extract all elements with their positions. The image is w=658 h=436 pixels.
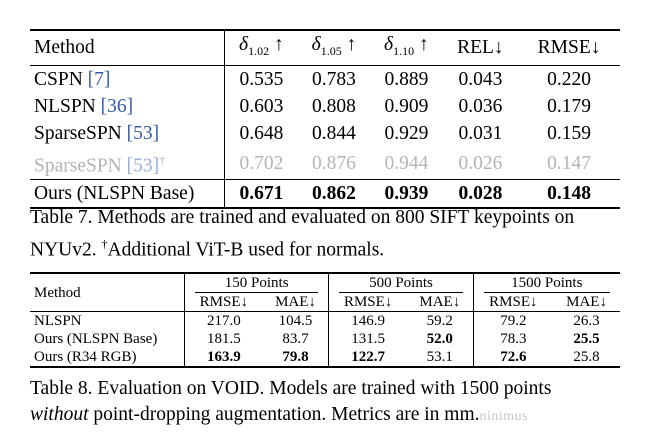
method-cell: NLSPN bbox=[34, 313, 82, 329]
table-7-caption: Table 7. Methods are trained and evaluat… bbox=[30, 207, 575, 261]
value-cell: 0.844 bbox=[312, 122, 356, 144]
value-cell: 0.876 bbox=[312, 152, 356, 174]
value-cell: 146.9 bbox=[328, 311, 407, 330]
delta-1-05-header: δ1.05 ↑ bbox=[311, 34, 357, 58]
mae-header: MAE↓ bbox=[275, 294, 316, 310]
value-cell: 25.5 bbox=[573, 331, 600, 347]
value-cell: 181.5 bbox=[183, 330, 263, 348]
value-cell: 0.026 bbox=[458, 152, 503, 174]
value-cell: 83.7 bbox=[282, 331, 309, 347]
value-cell: 0.808 bbox=[312, 95, 356, 117]
value-cell: 25.8 bbox=[573, 349, 600, 365]
table-8-subheader-row: RMSE↓ MAE↓ RMSE↓ MAE↓ RMSE↓ MAE↓ bbox=[30, 293, 620, 312]
value-cell: 52.0 bbox=[426, 331, 453, 347]
rel-header: REL↓ bbox=[457, 37, 504, 59]
table-8: Method 150 Points 500 Points 1500 Points… bbox=[30, 272, 620, 368]
table-row: CSPN [7] 0.535 0.783 0.889 0.043 0.220 bbox=[30, 65, 620, 93]
table-row: Ours (R34 RGB) 163.9 79.8 122.7 53.1 72.… bbox=[30, 348, 620, 367]
value-cell: 72.6 bbox=[472, 348, 554, 367]
group-500-header: 500 Points bbox=[328, 273, 474, 293]
method-cell: SparseSPN [53] bbox=[30, 119, 225, 147]
value-cell: 0.702 bbox=[239, 152, 284, 174]
table-7: Method δ1.02 ↑ δ1.05 ↑ δ1.10 ↑ REL↓ RMSE… bbox=[30, 29, 620, 209]
delta-1-02-header: δ1.02 ↑ bbox=[239, 34, 284, 58]
table-7-header-row: Method δ1.02 ↑ δ1.05 ↑ δ1.10 ↑ REL↓ RMSE… bbox=[30, 30, 620, 66]
value-cell: 0.603 bbox=[239, 95, 284, 117]
group-1500-header: 1500 Points bbox=[472, 273, 620, 293]
value-cell: 0.648 bbox=[239, 122, 284, 144]
table-8-group-row: Method 150 Points 500 Points 1500 Points bbox=[30, 273, 620, 301]
value-cell: 26.3 bbox=[573, 313, 600, 329]
value-cell: 79.2 bbox=[472, 311, 554, 330]
value-cell: 0.179 bbox=[547, 95, 591, 117]
table-row: Ours (NLSPN Base) 181.5 83.7 131.5 52.0 … bbox=[30, 330, 620, 348]
value-cell: 0.889 bbox=[384, 68, 429, 90]
table-row: NLSPN [36] 0.603 0.808 0.909 0.036 0.179 bbox=[30, 92, 620, 120]
value-cell: 0.220 bbox=[547, 68, 591, 90]
value-cell: 0.944 bbox=[384, 152, 429, 174]
value-cell: 0.147 bbox=[547, 152, 591, 174]
value-cell: 0.028 bbox=[458, 183, 503, 205]
rmse-header: RMSE↓ bbox=[328, 293, 407, 312]
value-cell: 0.671 bbox=[239, 183, 284, 205]
value-cell: 79.8 bbox=[282, 349, 309, 365]
value-cell: 0.783 bbox=[312, 68, 356, 90]
method-cell: CSPN [7] bbox=[30, 65, 225, 93]
watermark: ninimus bbox=[479, 409, 529, 424]
group-150-header: 150 Points bbox=[183, 273, 329, 293]
table-8-caption: Table 8. Evaluation on VOID. Models are … bbox=[30, 378, 552, 425]
value-cell: 0.535 bbox=[239, 68, 284, 90]
value-cell: 0.148 bbox=[547, 183, 591, 205]
mae-header: MAE↓ bbox=[419, 294, 461, 310]
value-cell: 0.043 bbox=[458, 68, 503, 90]
method-header: Method bbox=[30, 30, 225, 66]
value-cell: 0.939 bbox=[384, 183, 429, 205]
value-cell: 217.0 bbox=[183, 311, 263, 330]
rmse-header: RMSE↓ bbox=[472, 293, 554, 312]
rmse-header: RMSE↓ bbox=[537, 37, 601, 59]
table-row: SparseSPN [53] 0.648 0.844 0.929 0.031 0… bbox=[30, 119, 620, 147]
value-cell: 59.2 bbox=[426, 313, 453, 329]
method-cell: Ours (R34 RGB) bbox=[34, 349, 137, 365]
value-cell: 131.5 bbox=[328, 330, 407, 348]
method-cell: Ours (NLSPN Base) bbox=[34, 331, 158, 347]
method-cell: SparseSPN [53]† bbox=[30, 146, 225, 180]
table-row-ours: Ours (NLSPN Base) 0.671 0.862 0.939 0.02… bbox=[30, 179, 620, 209]
value-cell: 0.159 bbox=[547, 122, 591, 144]
value-cell: 163.9 bbox=[183, 348, 263, 367]
value-cell: 104.5 bbox=[278, 313, 313, 329]
value-cell: 53.1 bbox=[426, 349, 453, 365]
table-row-greyed: SparseSPN [53]† 0.702 0.876 0.944 0.026 … bbox=[30, 146, 620, 180]
method-header: Method bbox=[34, 284, 81, 301]
table-row: NLSPN 217.0 104.5 146.9 59.2 79.2 26.3 bbox=[30, 311, 620, 330]
value-cell: 0.036 bbox=[458, 95, 503, 117]
value-cell: 0.031 bbox=[458, 122, 503, 144]
value-cell: 78.3 bbox=[472, 330, 554, 348]
value-cell: 0.929 bbox=[384, 122, 429, 144]
delta-1-10-header: δ1.10 ↑ bbox=[384, 34, 429, 58]
value-cell: 0.862 bbox=[312, 183, 356, 205]
mae-header: MAE↓ bbox=[566, 294, 607, 310]
rmse-header: RMSE↓ bbox=[183, 293, 263, 312]
value-cell: 122.7 bbox=[328, 348, 407, 367]
method-cell: NLSPN [36] bbox=[30, 92, 225, 120]
value-cell: 0.909 bbox=[384, 95, 429, 117]
method-cell: Ours (NLSPN Base) bbox=[30, 179, 225, 209]
